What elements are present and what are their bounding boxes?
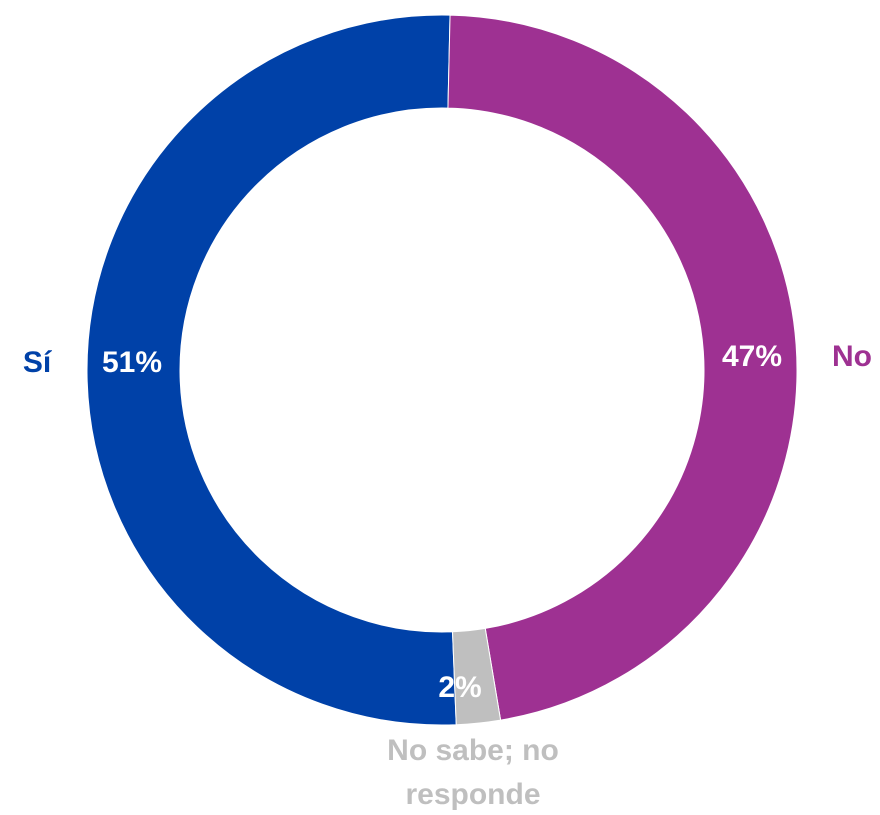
value-label-si: 51% — [102, 346, 162, 379]
category-label-no: No — [832, 340, 872, 373]
category-label-line: No — [832, 340, 872, 373]
category-label-line: No sabe; no — [387, 734, 559, 767]
slice-no-sabe-no-responde — [451, 627, 502, 726]
donut-slices — [86, 14, 798, 726]
donut-labels: 51% 47% 2% Sí No No sabe; no responde — [23, 340, 872, 811]
category-label-no-sabe-no-responde: No sabe; no responde — [387, 734, 559, 811]
category-label-line: responde — [405, 778, 540, 811]
category-label-line: Sí — [23, 346, 53, 379]
value-label-no: 47% — [722, 340, 782, 373]
category-label-si: Sí — [23, 346, 53, 379]
slice-no — [447, 14, 798, 721]
value-label-no-sabe-no-responde: 2% — [438, 671, 481, 704]
slice-si — [86, 14, 457, 726]
